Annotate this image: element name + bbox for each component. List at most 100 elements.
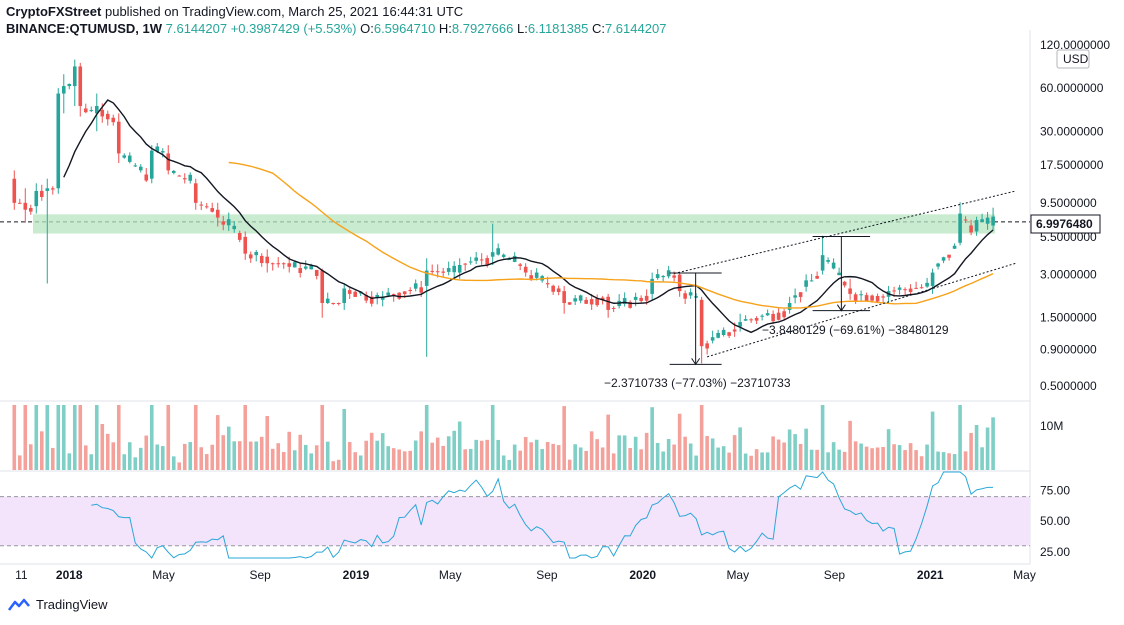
candle-body[interactable] (419, 287, 423, 293)
candle-body[interactable] (237, 232, 242, 240)
candle-body[interactable] (182, 178, 187, 180)
candle-body[interactable] (78, 66, 83, 107)
candle-body[interactable] (336, 303, 341, 305)
candle-body[interactable] (34, 190, 39, 207)
candle-body[interactable] (655, 274, 660, 279)
candle-body[interactable] (848, 288, 852, 294)
candle-body[interactable] (408, 290, 413, 292)
candle-body[interactable] (166, 153, 171, 171)
candle-body[interactable] (265, 256, 270, 264)
candle-body[interactable] (94, 106, 99, 114)
candle-body[interactable] (974, 220, 979, 232)
candle-body[interactable] (820, 255, 825, 271)
candle-body[interactable] (567, 302, 572, 305)
candle-body[interactable] (490, 252, 495, 257)
candle-body[interactable] (749, 319, 753, 321)
candle-body[interactable] (611, 307, 616, 309)
candle-body[interactable] (177, 175, 182, 177)
candle-body[interactable] (127, 155, 132, 162)
candle-body[interactable] (650, 278, 654, 294)
candle-body[interactable] (787, 303, 792, 310)
candle-body[interactable] (364, 294, 369, 301)
candle-body[interactable] (963, 219, 968, 221)
candle-body[interactable] (276, 263, 281, 265)
candle-body[interactable] (501, 254, 506, 258)
candle-body[interactable] (622, 298, 627, 304)
candle-body[interactable] (716, 332, 720, 338)
candle-body[interactable] (958, 213, 962, 243)
candle-body[interactable] (578, 295, 583, 301)
candle-body[interactable] (287, 263, 292, 267)
candle-body[interactable] (435, 271, 440, 273)
candle-body[interactable] (479, 259, 484, 261)
candle-body[interactable] (83, 108, 88, 113)
candle-body[interactable] (111, 117, 116, 123)
candle-body[interactable] (430, 270, 434, 272)
candle-body[interactable] (397, 292, 402, 299)
candle-body[interactable] (309, 264, 314, 270)
candle-body[interactable] (523, 266, 528, 273)
candle-body[interactable] (743, 319, 748, 321)
candle-body[interactable] (600, 297, 605, 300)
candle-body[interactable] (353, 291, 358, 297)
candle-body[interactable] (243, 236, 248, 254)
candle-body[interactable] (89, 110, 94, 112)
candle-body[interactable] (105, 113, 110, 120)
candle-body[interactable] (485, 258, 489, 265)
candle-body[interactable] (380, 296, 385, 300)
candle-body[interactable] (760, 315, 764, 317)
candle-body[interactable] (100, 109, 105, 117)
candle-body[interactable] (303, 266, 308, 269)
candle-body[interactable] (589, 299, 594, 305)
candle-body[interactable] (39, 190, 44, 198)
candle-body[interactable] (463, 263, 467, 265)
candle-body[interactable] (754, 317, 759, 321)
candle-body[interactable] (149, 150, 154, 179)
candle-body[interactable] (683, 293, 687, 299)
candle-body[interactable] (930, 272, 935, 286)
candle-body[interactable] (595, 298, 599, 306)
candle-body[interactable] (859, 294, 863, 296)
candle-body[interactable] (875, 295, 880, 302)
candle-body[interactable] (644, 295, 649, 301)
candle-body[interactable] (441, 271, 445, 273)
candle-body[interactable] (226, 219, 231, 226)
candle-body[interactable] (556, 288, 561, 292)
candle-body[interactable] (765, 313, 770, 316)
candle-body[interactable] (633, 296, 638, 300)
candle-body[interactable] (138, 166, 143, 171)
candle-body[interactable] (314, 269, 319, 276)
candle-body[interactable] (325, 298, 330, 304)
candle-body[interactable] (122, 155, 127, 158)
candle-body[interactable] (606, 296, 610, 310)
candle-body[interactable] (952, 245, 957, 249)
candle-body[interactable] (188, 174, 193, 181)
candle-body[interactable] (534, 272, 539, 278)
candle-body[interactable] (402, 291, 407, 295)
candle-body[interactable] (204, 206, 209, 208)
candle-body[interactable] (837, 272, 841, 276)
candle-body[interactable] (980, 219, 984, 222)
publisher-name[interactable]: CryptoFXStreet (6, 4, 102, 19)
candle-body[interactable] (67, 83, 72, 87)
candle-body[interactable] (232, 225, 237, 230)
candle-body[interactable] (705, 343, 709, 349)
candle-body[interactable] (903, 289, 907, 291)
candle-body[interactable] (496, 248, 500, 255)
candle-body[interactable] (947, 254, 951, 258)
candle-body[interactable] (221, 221, 226, 225)
candle-body[interactable] (369, 296, 374, 304)
candle-body[interactable] (468, 261, 473, 263)
candle-body[interactable] (446, 268, 451, 272)
candle-body[interactable] (804, 280, 808, 287)
candle-body[interactable] (12, 178, 17, 203)
candle-body[interactable] (584, 299, 588, 304)
candle-body[interactable] (628, 301, 632, 308)
candle-body[interactable] (133, 165, 138, 167)
candle-body[interactable] (914, 287, 918, 289)
candle-body[interactable] (61, 86, 66, 94)
candle-body[interactable] (270, 263, 275, 265)
candle-body[interactable] (562, 291, 566, 304)
candle-body[interactable] (969, 225, 973, 233)
candle-body[interactable] (215, 209, 220, 218)
